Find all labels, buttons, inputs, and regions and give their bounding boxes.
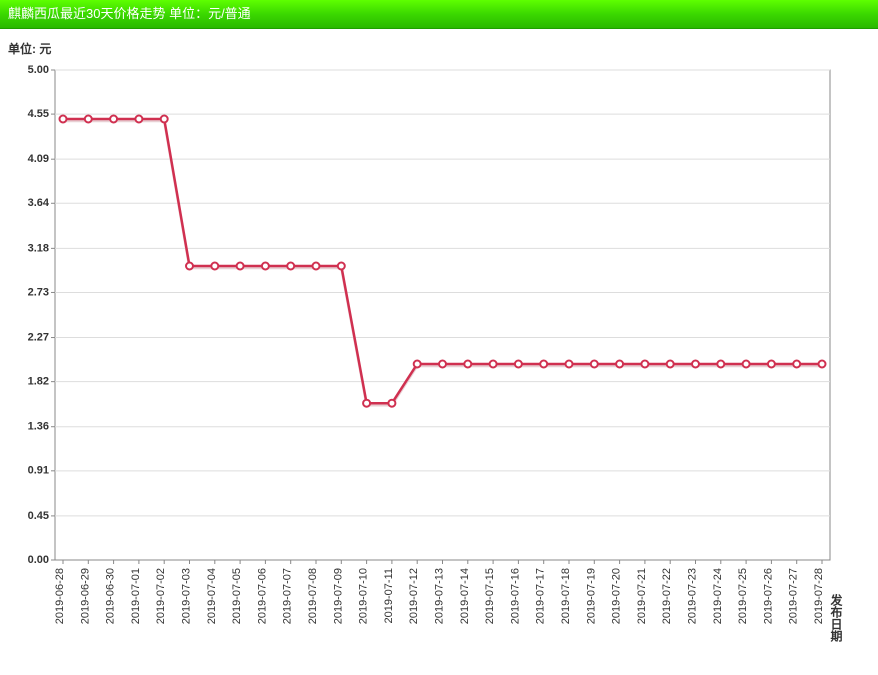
data-point bbox=[414, 361, 421, 368]
data-point bbox=[388, 400, 395, 407]
xtick-label: 2019-07-06 bbox=[256, 568, 268, 624]
xtick-label: 2019-07-04 bbox=[206, 568, 218, 624]
data-point bbox=[363, 400, 370, 407]
data-point bbox=[135, 116, 142, 123]
data-point bbox=[287, 263, 294, 270]
xtick-label: 2019-07-17 bbox=[535, 568, 547, 624]
data-point bbox=[60, 116, 67, 123]
data-point bbox=[490, 361, 497, 368]
data-point bbox=[641, 361, 648, 368]
xtick-label: 2019-07-13 bbox=[434, 568, 446, 624]
data-point bbox=[793, 361, 800, 368]
ytick-label: 4.09 bbox=[28, 153, 49, 165]
data-point bbox=[237, 263, 244, 270]
xtick-label: 2019-07-26 bbox=[762, 568, 774, 624]
xtick-label: 2019-07-19 bbox=[585, 568, 597, 624]
xtick-label: 2019-07-01 bbox=[130, 568, 142, 624]
xtick-label: 2019-07-27 bbox=[788, 568, 800, 624]
chart-svg: 0.00 0.45 0.91 1.36 1.82 2.27 2.73 3.18 3.64 4.09… bbox=[0, 0, 878, 675]
xtick-label: 2019-07-18 bbox=[560, 568, 572, 624]
data-point bbox=[591, 361, 598, 368]
xtick-label: 2019-06-28 bbox=[54, 568, 66, 624]
data-point bbox=[313, 263, 320, 270]
plot-border bbox=[55, 70, 830, 560]
ytick-label: 0.00 bbox=[28, 554, 49, 566]
xtick-label: 2019-06-29 bbox=[79, 568, 91, 624]
xtick-label: 2019-07-25 bbox=[737, 568, 749, 624]
xtick-label: 2019-07-02 bbox=[155, 568, 167, 624]
ytick-label: 0.45 bbox=[28, 510, 49, 522]
data-point bbox=[692, 361, 699, 368]
xtick-label: 2019-07-20 bbox=[611, 568, 623, 624]
xtick-label: 2019-07-16 bbox=[509, 568, 521, 624]
data-point bbox=[743, 361, 750, 368]
data-point bbox=[186, 263, 193, 270]
data-point bbox=[667, 361, 674, 368]
xtick-label: 2019-07-07 bbox=[282, 568, 294, 624]
data-point bbox=[464, 361, 471, 368]
xtick-label: 2019-07-22 bbox=[661, 568, 673, 624]
ytick-label: 2.73 bbox=[28, 286, 49, 298]
xtick-label: 2019-07-03 bbox=[181, 568, 193, 624]
xtick-label: 2019-07-05 bbox=[231, 568, 243, 624]
chart-container: 麒麟西瓜最近30天价格走势 单位：元/普通 单位: 元 0.000.450.91… bbox=[0, 0, 878, 675]
data-point bbox=[540, 361, 547, 368]
data-point bbox=[819, 361, 826, 368]
ytick-label: 0.91 bbox=[28, 465, 49, 477]
data-point bbox=[85, 116, 92, 123]
xtick-label: 2019-07-23 bbox=[687, 568, 699, 624]
xtick-label: 2019-07-14 bbox=[459, 568, 471, 624]
ytick-label: 5.00 bbox=[28, 64, 49, 76]
xtick-label: 2019-07-10 bbox=[358, 568, 370, 624]
xtick-label: 2019-07-15 bbox=[484, 568, 496, 624]
ytick-label: 4.55 bbox=[28, 108, 49, 120]
xtick-label: 2019-07-09 bbox=[332, 568, 344, 624]
data-point bbox=[338, 263, 345, 270]
xtick-label: 2019-07-12 bbox=[408, 568, 420, 624]
xtick-label: 2019-07-11 bbox=[383, 568, 395, 623]
data-point bbox=[262, 263, 269, 270]
xtick-label: 2019-07-21 bbox=[636, 568, 648, 624]
ytick-label: 3.64 bbox=[28, 197, 50, 209]
ytick-label: 1.82 bbox=[28, 376, 49, 388]
data-point bbox=[515, 361, 522, 368]
ytick-label: 3.18 bbox=[28, 242, 49, 254]
data-point bbox=[717, 361, 724, 368]
xtick-label: 2019-07-08 bbox=[307, 568, 319, 624]
data-point bbox=[110, 116, 117, 123]
ytick-label: 1.36 bbox=[28, 421, 49, 433]
data-point bbox=[439, 361, 446, 368]
data-point bbox=[566, 361, 573, 368]
ytick-label: 2.27 bbox=[28, 331, 49, 343]
x-axis-label: 发布日期 bbox=[829, 593, 843, 643]
data-point bbox=[616, 361, 623, 368]
xtick-label: 2019-06-30 bbox=[105, 568, 117, 624]
data-point bbox=[211, 263, 218, 270]
xtick-label: 2019-07-28 bbox=[813, 568, 825, 624]
xtick-label: 2019-07-24 bbox=[712, 568, 724, 624]
data-point bbox=[768, 361, 775, 368]
data-point bbox=[161, 116, 168, 123]
